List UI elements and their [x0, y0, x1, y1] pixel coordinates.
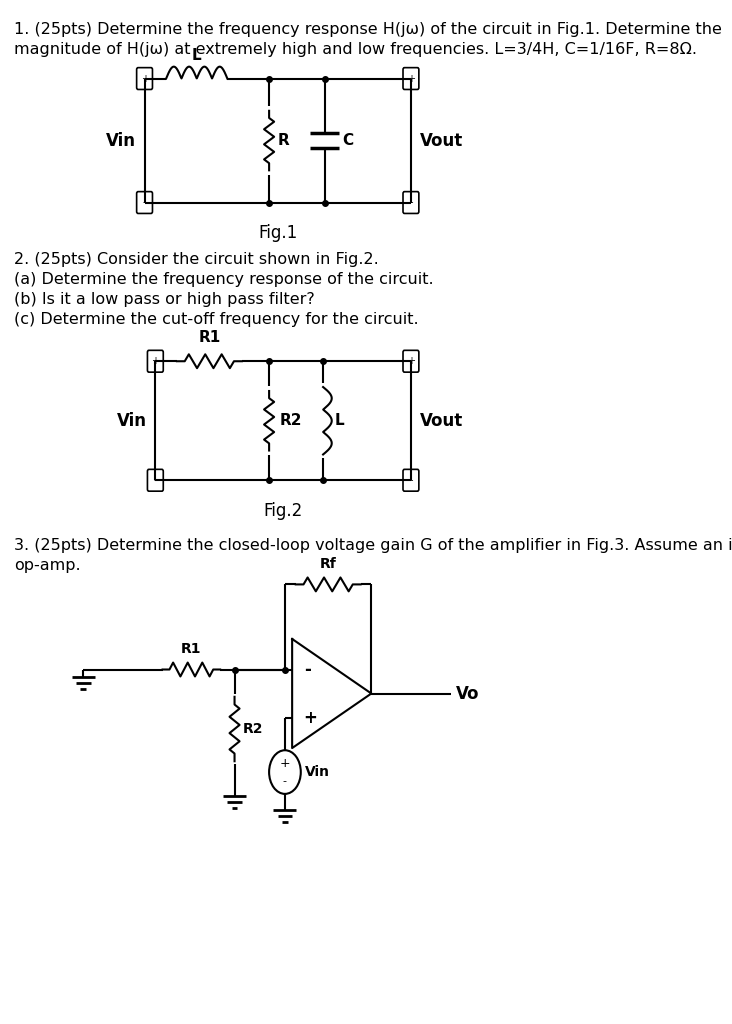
Text: R1: R1 [181, 642, 201, 655]
Text: -: - [409, 198, 413, 208]
FancyBboxPatch shape [403, 350, 419, 372]
Text: (c) Determine the cut-off frequency for the circuit.: (c) Determine the cut-off frequency for … [14, 311, 419, 327]
Text: (a) Determine the frequency response of the circuit.: (a) Determine the frequency response of … [14, 272, 434, 287]
FancyBboxPatch shape [147, 469, 163, 492]
FancyBboxPatch shape [137, 191, 152, 213]
Text: (b) Is it a low pass or high pass filter?: (b) Is it a low pass or high pass filter… [14, 292, 315, 307]
Text: +: + [152, 356, 160, 367]
Text: magnitude of H(jω) at extremely high and low frequencies. L=3/4H, C=1/16F, R=8Ω.: magnitude of H(jω) at extremely high and… [14, 42, 698, 57]
Text: Rf: Rf [320, 556, 337, 570]
Text: R2: R2 [243, 722, 264, 736]
Text: Vo: Vo [456, 684, 479, 702]
Text: Vin: Vin [106, 131, 136, 150]
Text: -: - [283, 776, 287, 786]
Text: Fig.1: Fig.1 [258, 224, 297, 243]
Text: -: - [409, 475, 413, 485]
Text: -: - [154, 475, 157, 485]
FancyBboxPatch shape [403, 191, 419, 213]
Text: +: + [407, 356, 415, 367]
Text: Vout: Vout [419, 131, 463, 150]
Text: +: + [304, 709, 318, 726]
Text: op-amp.: op-amp. [14, 558, 81, 572]
Text: -: - [304, 660, 310, 679]
FancyBboxPatch shape [137, 68, 152, 89]
Text: +: + [141, 74, 149, 84]
Text: L: L [192, 48, 201, 62]
Text: Vin: Vin [305, 765, 330, 779]
Text: Fig.2: Fig.2 [264, 502, 303, 520]
Text: Vout: Vout [419, 412, 463, 430]
Text: L: L [335, 414, 344, 428]
Text: C: C [343, 133, 354, 148]
Text: R: R [277, 133, 289, 148]
Text: 3. (25pts) Determine the closed-loop voltage gain G of the amplifier in Fig.3. A: 3. (25pts) Determine the closed-loop vol… [14, 538, 732, 553]
Text: 1. (25pts) Determine the frequency response H(jω) of the circuit in Fig.1. Deter: 1. (25pts) Determine the frequency respo… [14, 23, 722, 37]
Text: R1: R1 [198, 331, 220, 345]
Text: Vin: Vin [116, 412, 146, 430]
Text: +: + [280, 757, 291, 770]
Text: 2. (25pts) Consider the circuit shown in Fig.2.: 2. (25pts) Consider the circuit shown in… [14, 252, 379, 267]
Text: R2: R2 [279, 414, 302, 428]
Text: -: - [143, 198, 146, 208]
FancyBboxPatch shape [403, 68, 419, 89]
FancyBboxPatch shape [403, 469, 419, 492]
Text: +: + [407, 74, 415, 84]
FancyBboxPatch shape [147, 350, 163, 372]
